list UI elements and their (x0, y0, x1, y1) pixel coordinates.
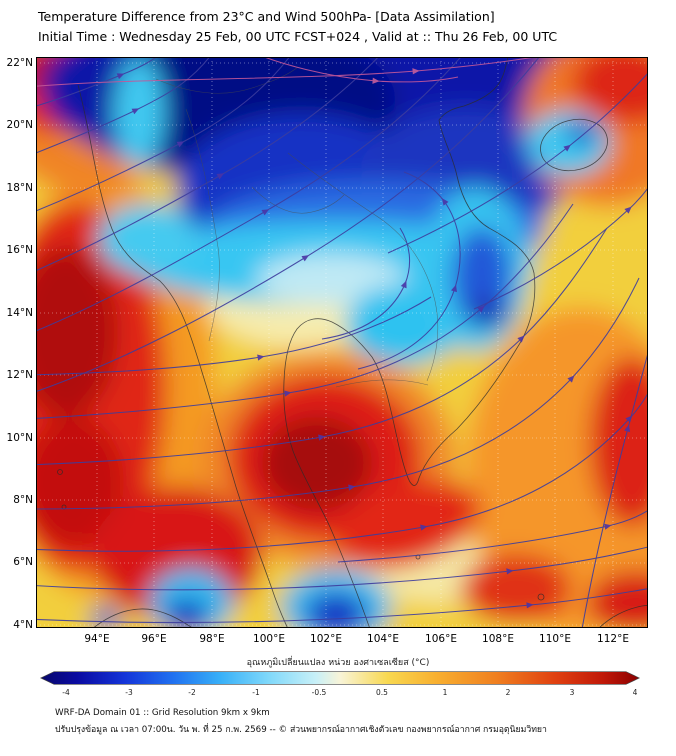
colorbar-tick-label: -4 (62, 688, 70, 697)
x-tick-label: 98°E (199, 633, 225, 645)
colorbar-tick-label: -2 (188, 688, 196, 697)
x-tick-label: 106°E (425, 633, 457, 645)
colorbar-tick-label: 2 (505, 688, 511, 697)
y-tick-label: 22°N (6, 57, 33, 69)
footer-credit: ปรับปรุงข้อมูล ณ เวลา 07:00น. วัน พ. ที่… (55, 725, 547, 735)
chart-title: Temperature Difference from 23°C and Win… (38, 9, 495, 24)
colorbar-tick-label: -0.5 (311, 688, 327, 697)
wind-streamlines (36, 57, 648, 628)
colorbar-tick-label: 1 (442, 688, 448, 697)
y-tick-label: 20°N (6, 119, 33, 131)
y-tick-label: 14°N (6, 307, 33, 319)
colorbar-tick-label: -1 (252, 688, 260, 697)
x-tick-label: 94°E (84, 633, 110, 645)
colorbar (39, 670, 641, 685)
y-tick-label: 12°N (6, 369, 33, 381)
temperature-field (36, 57, 648, 628)
plot-border (36, 57, 648, 628)
y-tick-label: 8°N (13, 494, 33, 506)
x-tick-label: 100°E (253, 633, 285, 645)
map-plot (36, 57, 648, 628)
title-block: Temperature Difference from 23°C and Win… (38, 7, 557, 48)
colorbar-label: อุณหภูมิเปลี่ยนแปลง หน่วย องศาเซลเซียส (… (246, 658, 430, 668)
colorbar-tick-label: 3 (569, 688, 575, 697)
chart-subtitle: Initial Time : Wednesday 25 Feb, 00 UTC … (38, 29, 558, 45)
x-tick-label: 96°E (141, 633, 167, 645)
y-tick-label: 6°N (13, 556, 33, 568)
colorbar-tick-label: 0.5 (376, 688, 388, 697)
x-tick-label: 112°E (597, 633, 629, 645)
y-tick-label: 10°N (6, 432, 33, 444)
colorbar-tick-label: -3 (125, 688, 133, 697)
x-tick-label: 108°E (482, 633, 514, 645)
footer-domain-info: WRF-DA Domain 01 :: Grid Resolution 9km … (55, 708, 270, 718)
y-tick-label: 4°N (13, 619, 33, 631)
colorbar-gradient (39, 671, 641, 685)
y-tick-label: 16°N (6, 244, 33, 256)
x-tick-label: 110°E (539, 633, 571, 645)
colorbar-tick-label: 4 (632, 688, 638, 697)
x-tick-label: 104°E (367, 633, 399, 645)
x-tick-label: 102°E (310, 633, 342, 645)
y-tick-label: 18°N (6, 182, 33, 194)
map-canvas (36, 57, 648, 628)
